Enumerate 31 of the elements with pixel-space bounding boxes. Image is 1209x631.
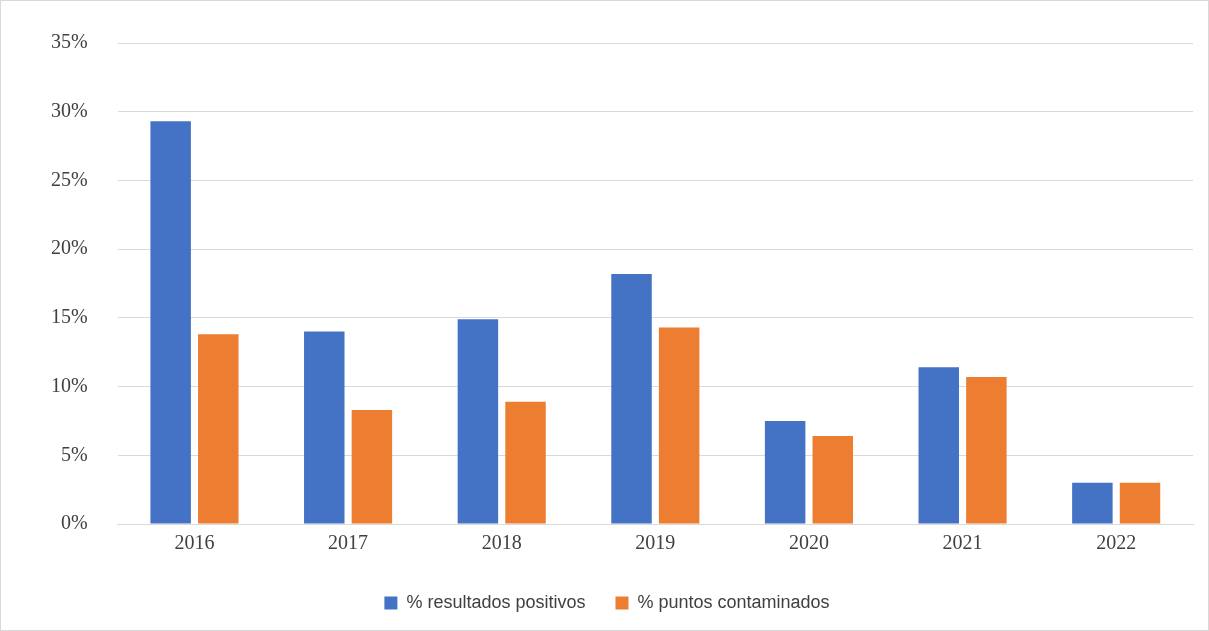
legend-label: % puntos contaminados	[637, 591, 830, 612]
x-tick-label: 2021	[942, 531, 983, 554]
bar	[611, 273, 652, 524]
bar	[150, 121, 191, 524]
bar	[505, 401, 546, 524]
x-tick-label: 2020	[788, 531, 829, 554]
y-tick-label: 0%	[60, 511, 88, 534]
y-tick-label: 10%	[50, 373, 88, 396]
bar	[304, 331, 345, 524]
bar	[457, 319, 499, 524]
y-tick-label: 20%	[50, 236, 88, 259]
x-tick-label: 2019	[635, 531, 676, 554]
y-tick-label: 35%	[50, 30, 88, 53]
bar	[351, 409, 393, 524]
bar	[764, 420, 806, 524]
x-tick-label: 2018	[481, 531, 522, 554]
y-tick-label: 15%	[50, 305, 88, 328]
x-tick-label: 2016	[174, 531, 215, 554]
bar	[966, 376, 1007, 524]
legend-label: % resultados positivos	[406, 591, 586, 612]
y-tick-label: 25%	[50, 167, 88, 190]
y-tick-label: 5%	[60, 442, 88, 465]
y-tick-label: 30%	[50, 98, 88, 121]
bar	[812, 436, 853, 524]
bar	[918, 367, 959, 524]
bar	[1119, 482, 1161, 524]
x-tick-label: 2022	[1096, 531, 1137, 554]
bar	[658, 327, 700, 524]
bar	[198, 334, 239, 524]
bar	[1072, 482, 1113, 524]
x-tick-label: 2017	[328, 531, 369, 554]
